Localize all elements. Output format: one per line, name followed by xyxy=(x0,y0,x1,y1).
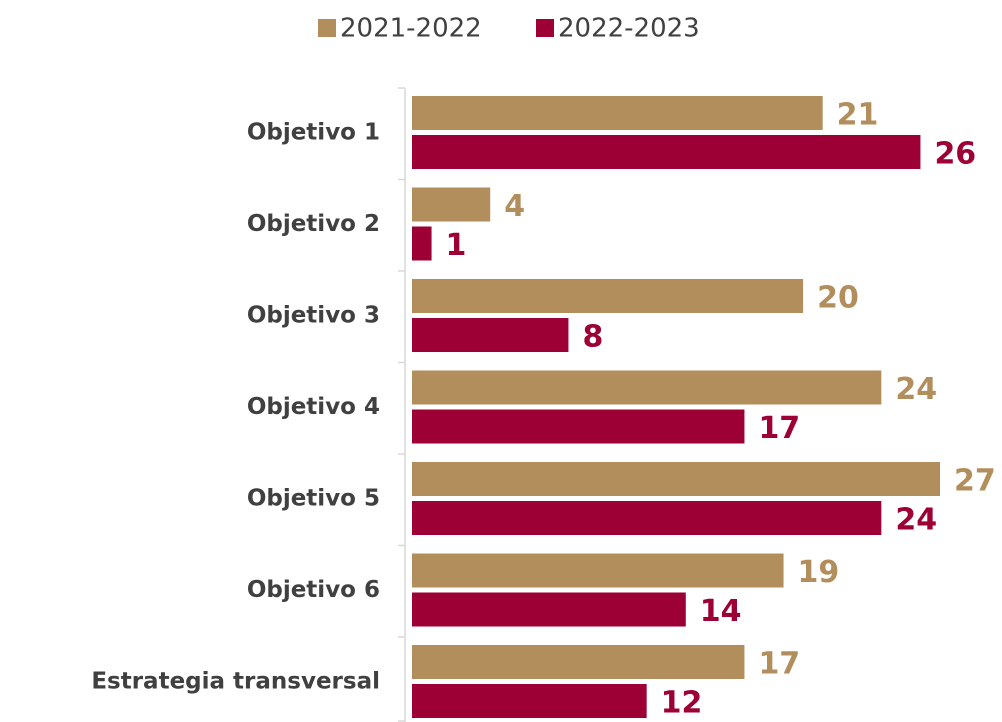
bar xyxy=(412,279,804,313)
legend-label: 2022-2023 xyxy=(558,14,700,44)
value-label: 27 xyxy=(954,464,996,499)
value-label: 26 xyxy=(934,137,976,172)
value-label: 24 xyxy=(895,372,937,407)
bar xyxy=(412,553,784,588)
value-label: 17 xyxy=(758,411,800,446)
bar xyxy=(412,645,745,679)
bar xyxy=(412,226,432,261)
value-label: 19 xyxy=(798,555,840,590)
legend-swatch xyxy=(318,19,336,37)
bar xyxy=(412,409,745,444)
category-label: Objetivo 5 xyxy=(247,486,380,512)
bar xyxy=(412,96,823,130)
bar xyxy=(412,187,491,222)
category-label: Estrategia transversal xyxy=(91,669,380,695)
bar xyxy=(412,592,686,627)
value-label: 21 xyxy=(837,98,879,133)
bar xyxy=(412,318,569,352)
legend-label: 2021-2022 xyxy=(340,14,482,44)
value-label: 8 xyxy=(582,320,603,355)
bar xyxy=(412,135,921,169)
value-label: 12 xyxy=(661,686,703,721)
category-label: Objetivo 3 xyxy=(247,303,380,329)
value-label: 14 xyxy=(700,594,742,629)
bar xyxy=(412,501,882,535)
bar xyxy=(412,370,882,405)
legend-swatch xyxy=(536,19,554,37)
value-label: 17 xyxy=(758,647,800,682)
category-label: Objetivo 2 xyxy=(247,211,380,237)
category-label: Objetivo 1 xyxy=(247,120,380,146)
bar xyxy=(412,684,647,718)
value-label: 24 xyxy=(895,503,937,538)
category-label: Objetivo 6 xyxy=(247,577,380,603)
category-label: Objetivo 4 xyxy=(247,394,380,420)
value-label: 1 xyxy=(446,228,467,263)
bar xyxy=(412,462,940,496)
value-label: 20 xyxy=(817,281,859,316)
value-label: 4 xyxy=(504,189,525,224)
legend: 2021-2022 2022-2023 xyxy=(318,14,700,44)
